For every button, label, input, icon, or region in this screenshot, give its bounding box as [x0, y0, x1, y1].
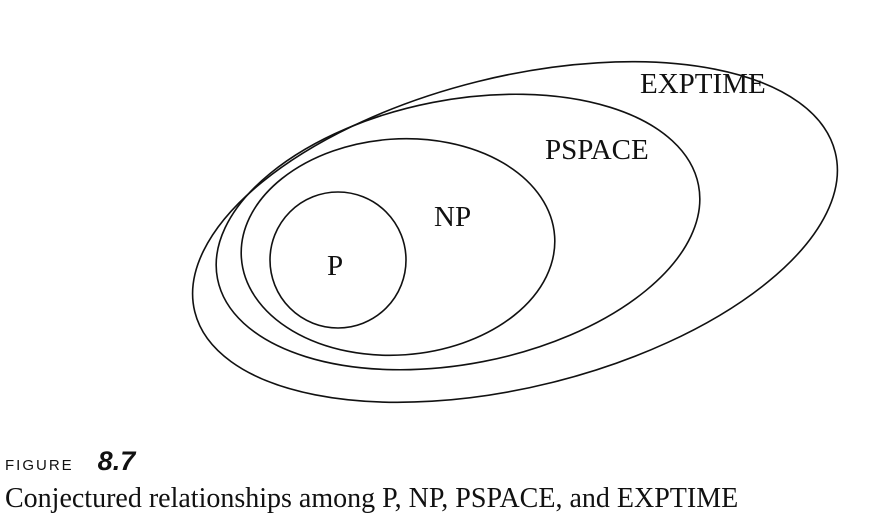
figure-caption: FIGURE 8.7 Conjectured relationships amo…	[5, 446, 885, 516]
pspace-ellipse	[215, 93, 701, 371]
caption-text: Conjectured relationships among P, NP, P…	[5, 483, 739, 514]
p-circle	[269, 191, 407, 329]
figure-heading: FIGURE 8.7	[5, 446, 885, 482]
exptime-label: EXPTIME	[640, 68, 766, 100]
np-label: NP	[434, 201, 471, 233]
exptime-ellipse	[191, 60, 839, 404]
figure-word: FIGURE	[5, 452, 74, 475]
pspace-label: PSPACE	[545, 134, 649, 166]
figure-number: 8.7	[97, 446, 136, 476]
p-label: P	[327, 250, 343, 282]
np-ellipse	[240, 137, 556, 357]
complexity-class-diagram: EXPTIME PSPACE NP P	[191, 60, 839, 404]
